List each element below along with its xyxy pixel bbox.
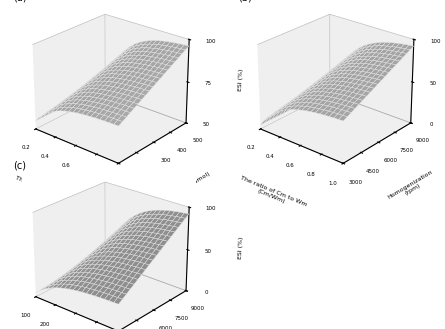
X-axis label: The ratio of Cm to Wm
(Cm/Wm): The ratio of Cm to Wm (Cm/Wm) (12, 175, 82, 212)
Text: (b): (b) (238, 0, 252, 2)
Text: (a): (a) (13, 0, 27, 2)
Text: (c): (c) (13, 160, 26, 170)
Y-axis label: Emulsifier (μmol): Emulsifier (μmol) (162, 171, 211, 203)
X-axis label: The ratio of Cm to Wm
(Cm/Wm): The ratio of Cm to Wm (Cm/Wm) (237, 175, 307, 212)
Y-axis label: Homogenization
(rpm): Homogenization (rpm) (387, 169, 436, 205)
